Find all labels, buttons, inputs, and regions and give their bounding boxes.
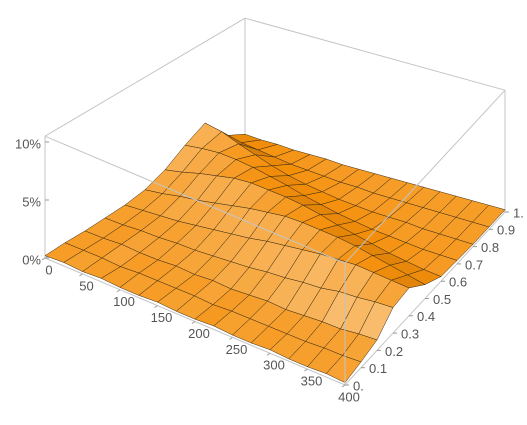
x-tick	[304, 368, 308, 372]
y-tick-label: 0.8	[481, 240, 499, 255]
x-tick-label: 350	[301, 374, 323, 389]
y-tick-label: 0.6	[449, 275, 467, 290]
y-tick-label: 0.3	[401, 327, 419, 342]
x-tick-label: 250	[226, 342, 248, 357]
box-edge	[344, 89, 506, 264]
y-tick-label: 0.2	[385, 344, 403, 359]
z-tick-label: 0%	[22, 252, 41, 267]
x-tick-label: 50	[79, 278, 93, 293]
x-tick-label: 0	[45, 262, 52, 277]
y-tick-label: 1.	[513, 205, 524, 220]
x-tick-label: 100	[113, 294, 135, 309]
y-tick-label: 0.9	[497, 223, 515, 238]
x-tick	[116, 289, 121, 293]
x-tick	[154, 305, 158, 309]
box-edge	[44, 17, 246, 137]
surface-face	[325, 355, 362, 383]
y-tick-label: 0.1	[369, 361, 387, 376]
x-tick	[191, 321, 196, 324]
x-tick	[41, 257, 46, 261]
x-tick-label: 300	[263, 358, 285, 373]
y-tick-label: 0.4	[417, 309, 435, 324]
box-edge	[244, 17, 506, 91]
y-tick-label: 0.	[353, 378, 364, 393]
z-tick-label: 5%	[22, 194, 41, 209]
y-tick-label: 0.7	[465, 257, 483, 272]
y-tick-label: 0.5	[433, 292, 451, 307]
x-tick-label: 150	[151, 310, 173, 325]
x-tick	[79, 273, 83, 277]
x-tick	[266, 352, 271, 356]
x-tick	[341, 384, 346, 388]
x-tick-label: 400	[338, 389, 360, 404]
x-tick-label: 200	[188, 326, 210, 341]
box-edge	[44, 135, 346, 264]
z-tick-label: 10%	[15, 136, 41, 151]
x-tick	[229, 336, 233, 340]
